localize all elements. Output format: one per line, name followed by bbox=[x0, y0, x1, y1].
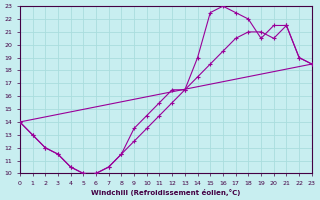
X-axis label: Windchill (Refroidissement éolien,°C): Windchill (Refroidissement éolien,°C) bbox=[91, 189, 241, 196]
